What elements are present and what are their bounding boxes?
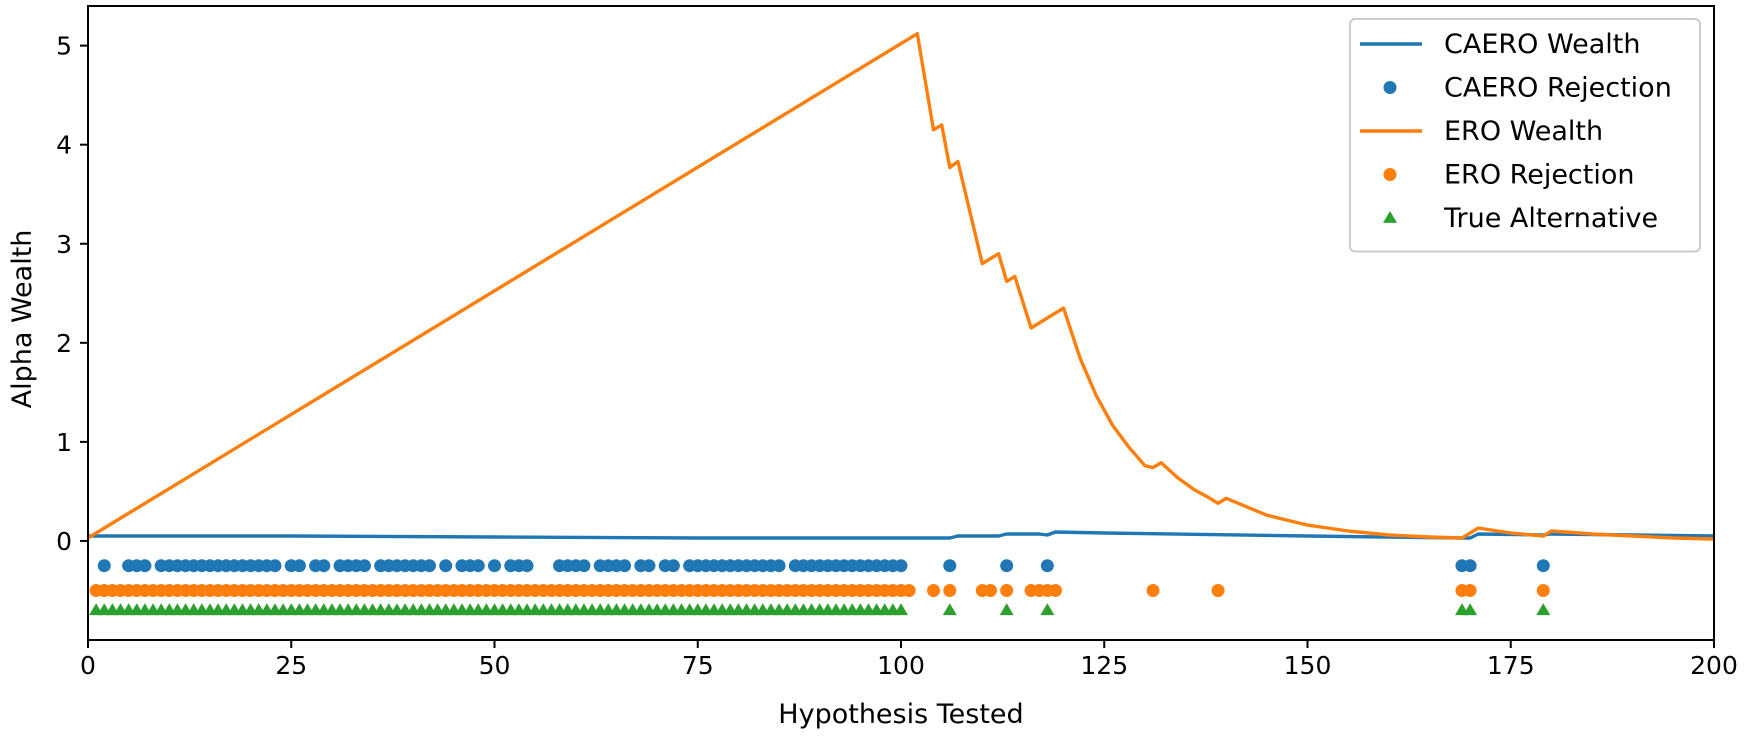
x-tick-label: 0 [80,651,96,680]
y-tick-label: 2 [56,329,72,358]
data-point [666,559,680,573]
data-point [1211,583,1225,597]
y-tick-label: 3 [56,230,72,259]
legend-handle [1383,81,1397,94]
legend-label: ERO Wealth [1444,116,1603,147]
data-point [1536,559,1550,573]
data-point [317,559,331,573]
legend-frame [1349,18,1701,253]
y-axis-title: Alpha Wealth [7,230,38,409]
x-tick-label: 125 [1080,651,1128,680]
data-point-triangle [1536,603,1551,616]
x-axis-title: Hypothesis Tested [778,699,1023,730]
data-point [357,559,371,573]
data-point-triangle [1463,603,1478,616]
data-point-triangle [894,603,908,616]
data-point [577,559,591,573]
x-tick-label: 25 [275,651,307,680]
data-point-triangle [999,603,1014,616]
y-tick-label: 0 [56,527,72,556]
data-point [422,559,436,573]
series-line [88,530,1715,540]
y-tick-label: 1 [56,428,72,457]
series-line [87,32,1715,541]
x-tick-label: 200 [1690,651,1738,680]
series-4 [89,603,1551,616]
legend-label: ERO Rejection [1444,160,1635,191]
data-point [902,583,916,597]
axes-layer: 0 25 50 75 100 125 150 175 200 0 1 2 3 4 5 [56,32,1738,680]
data-point [439,559,453,573]
x-tick-label: 150 [1284,651,1332,680]
data-point [642,559,656,573]
series-layer [87,32,1715,616]
data-point [1000,559,1014,573]
legend-label: CAERO Rejection [1444,73,1672,104]
legend-label: True Alternative [1443,203,1658,234]
series-1 [97,559,1550,573]
data-point [97,559,111,573]
data-point [1000,583,1014,597]
data-point [943,583,957,597]
data-point [292,559,306,573]
data-point [983,583,997,597]
data-point-triangle [942,603,957,616]
legend-label: CAERO Wealth [1444,29,1640,60]
series-0 [88,530,1715,540]
data-point [138,559,152,573]
data-point [1463,559,1477,573]
y-tick-label: 4 [56,131,72,160]
series-3 [89,583,1550,597]
data-point [943,559,957,573]
data-point [520,559,534,573]
x-tick-label: 50 [479,651,511,680]
data-point [1146,583,1160,597]
data-point [927,583,941,597]
data-point-triangle [1040,603,1055,616]
data-point [1536,583,1550,597]
series-2 [87,32,1715,541]
data-point [894,559,908,573]
data-point [488,559,501,573]
legend-handle [1383,168,1397,181]
data-point [1048,583,1062,597]
data-point [1463,583,1477,597]
data-point [268,559,282,573]
data-point [471,559,485,573]
legend-handle [1383,211,1397,223]
data-point [772,559,786,573]
x-tick-label: 100 [877,651,925,680]
data-point [1040,559,1054,573]
x-tick-label: 175 [1487,651,1535,680]
x-tick-label: 75 [682,651,714,680]
data-point [618,559,632,573]
y-tick-label: 5 [56,32,72,61]
legend: CAERO Wealth CAERO Rejection ERO Wealth ERO… [1349,18,1701,253]
